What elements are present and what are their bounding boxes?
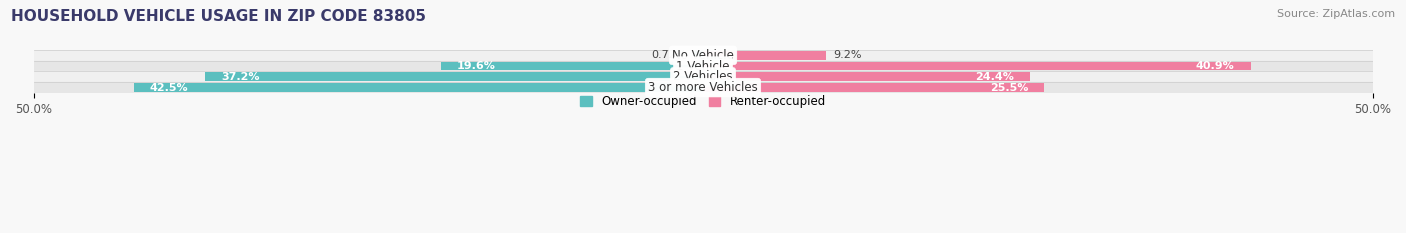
Text: 40.9%: 40.9% — [1197, 61, 1234, 71]
Text: 9.2%: 9.2% — [832, 50, 862, 60]
Bar — [703, 72, 1029, 81]
Legend: Owner-occupied, Renter-occupied: Owner-occupied, Renter-occupied — [575, 90, 831, 113]
Bar — [205, 72, 703, 81]
Text: 37.2%: 37.2% — [221, 72, 260, 82]
Text: No Vehicle: No Vehicle — [672, 49, 734, 62]
Bar — [134, 83, 703, 92]
Bar — [34, 61, 1372, 72]
Text: 19.6%: 19.6% — [457, 61, 495, 71]
Bar — [703, 51, 827, 60]
Bar — [34, 82, 1372, 93]
Text: 0.72%: 0.72% — [651, 50, 686, 60]
Text: 2 Vehicles: 2 Vehicles — [673, 70, 733, 83]
Text: 25.5%: 25.5% — [990, 82, 1028, 93]
Text: 24.4%: 24.4% — [974, 72, 1014, 82]
Text: 1 Vehicle: 1 Vehicle — [676, 60, 730, 72]
Text: Source: ZipAtlas.com: Source: ZipAtlas.com — [1277, 9, 1395, 19]
Bar — [703, 62, 1251, 71]
Bar — [703, 83, 1045, 92]
Bar — [693, 51, 703, 60]
Text: 42.5%: 42.5% — [150, 82, 188, 93]
Bar — [34, 50, 1372, 61]
Text: 3 or more Vehicles: 3 or more Vehicles — [648, 81, 758, 94]
Bar — [440, 62, 703, 71]
Text: HOUSEHOLD VEHICLE USAGE IN ZIP CODE 83805: HOUSEHOLD VEHICLE USAGE IN ZIP CODE 8380… — [11, 9, 426, 24]
Bar — [34, 72, 1372, 82]
